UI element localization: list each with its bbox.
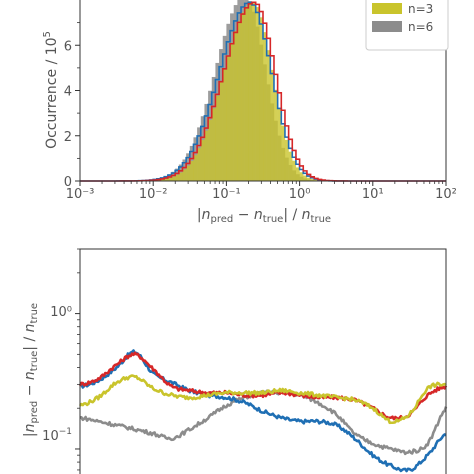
histogram-bar [237, 20, 242, 182]
histogram-x-tick-label: 10⁰ [289, 187, 311, 202]
legend-label-n6: n=6 [408, 20, 433, 34]
histogram-bar [281, 125, 286, 181]
histogram-bar [241, 12, 245, 181]
histogram-bar [266, 50, 271, 181]
histogram-bar [200, 140, 205, 181]
histogram-x-tick-label: 10⁻¹ [212, 187, 241, 202]
histogram-bars [131, 0, 330, 182]
histogram-bar [273, 89, 278, 181]
histogram-bar [167, 177, 172, 181]
line-y-tick-label-tenth: 10−1 [42, 427, 72, 444]
histogram-x-tick-label: 10⁻³ [66, 187, 95, 202]
histogram-x-axis-label: |npred − ntrue| / ntrue [197, 207, 331, 225]
histogram-bar [156, 179, 161, 181]
histogram-bar [230, 42, 234, 182]
histogram-bar [277, 108, 282, 181]
histogram-y-ticks: 0 2 4 6 [64, 22, 80, 190]
histogram-bar [208, 120, 212, 181]
histogram-bar [204, 130, 209, 181]
line-y-axis-label: |npred − ntrue| / ntrue [22, 303, 40, 437]
histogram-bar [160, 179, 165, 181]
line-series-group [78, 349, 448, 473]
histogram-bar [292, 160, 297, 181]
histogram-bar [270, 69, 275, 181]
legend-swatch-n3 [372, 3, 402, 14]
legend: n=3 n=6 [365, 0, 449, 51]
histogram-bar [189, 160, 194, 181]
line-y-ticks [75, 248, 80, 471]
histogram-x-tick-label: 10⁻² [139, 187, 168, 202]
histogram-y-tick-label: 6 [64, 39, 72, 54]
line-panel: 10⁰ 10−1 |npred − ntrue| / ntrue [22, 248, 448, 474]
histogram-panel: 10⁻³ 10⁻² 10⁻¹ 10⁰ 10¹ 10² 0 2 4 6 n=3 n=6 Occur… [42, 0, 457, 225]
histogram-x-ticks: 10⁻³ 10⁻² 10⁻¹ 10⁰ 10¹ 10² [66, 181, 457, 202]
histogram-bar [215, 95, 220, 181]
histogram-bar [222, 68, 227, 181]
histogram-y-tick-label: 0 [64, 175, 72, 190]
histogram-bar [175, 174, 179, 181]
histogram-bar [164, 178, 168, 181]
histogram-bar [295, 167, 300, 181]
histogram-bar [314, 179, 319, 181]
histogram-bar [178, 172, 183, 181]
line-series-yellow [78, 374, 447, 425]
histogram-bar [299, 172, 304, 181]
histogram-bar [284, 139, 289, 181]
histogram-y-tick-label: 4 [64, 85, 72, 100]
histogram-x-tick-label: 10¹ [362, 187, 384, 202]
histogram-bar [233, 30, 238, 182]
histogram-bar [244, 6, 249, 181]
histogram-bar [186, 165, 190, 181]
histogram-bars-n3 [142, 2, 330, 182]
line-series-red [78, 351, 448, 422]
histogram-bar [288, 151, 293, 181]
histogram-bar [310, 179, 315, 181]
histogram-bar [303, 175, 308, 181]
line-y-tick-label-one: 10⁰ [50, 305, 72, 320]
histogram-bar [306, 177, 311, 181]
histogram-bar [263, 32, 267, 181]
histogram-bar [248, 3, 253, 182]
histogram-bar [182, 169, 187, 181]
histogram-bar [259, 17, 264, 181]
line-series-blue [79, 349, 447, 473]
histogram-bar [252, 2, 256, 182]
histogram-bar [193, 155, 198, 181]
line-axes-frame [79, 248, 447, 474]
histogram-x-tick-label: 10² [435, 187, 457, 202]
histogram-bar [211, 108, 216, 181]
histogram-bar [219, 82, 223, 181]
histogram-y-tick-label: 2 [64, 130, 72, 145]
histogram-bar [255, 7, 260, 181]
histogram-bar [171, 171, 176, 181]
legend-swatch-n6 [372, 21, 402, 32]
histogram-y-axis-label: Occurrence / 105 [42, 31, 60, 149]
histogram-bar [197, 148, 201, 181]
legend-label-n3: n=3 [408, 2, 433, 16]
histogram-bar [171, 176, 176, 181]
histogram-bar [226, 55, 231, 182]
